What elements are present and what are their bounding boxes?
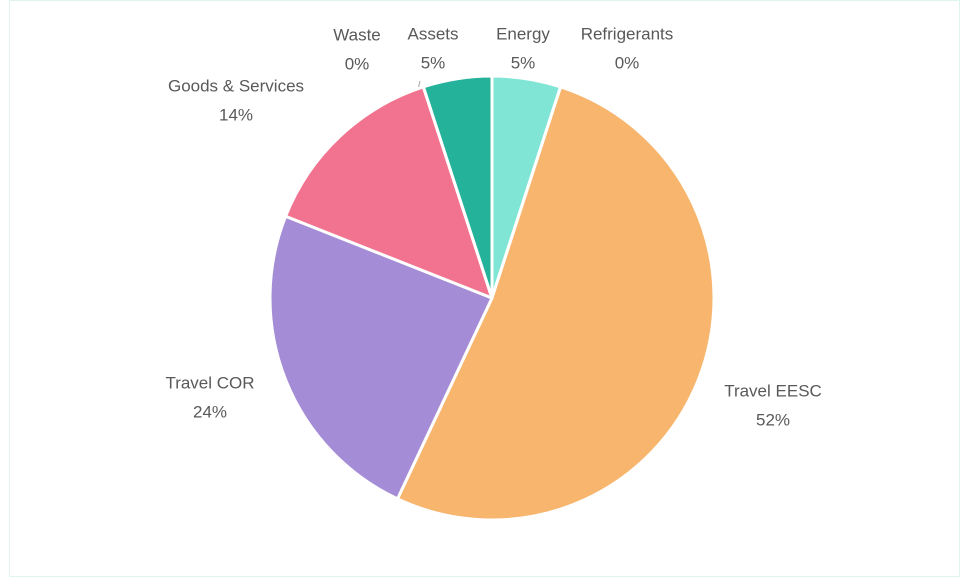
slice-value-label: 0% <box>615 53 640 72</box>
slice-value-label: 5% <box>421 53 446 72</box>
slice-value-label: 52% <box>756 410 790 429</box>
slice-value-label: 14% <box>219 105 253 124</box>
slice-label: Energy <box>496 24 550 43</box>
slice-label: Travel COR <box>165 373 254 392</box>
chart-frame <box>9 0 960 577</box>
slice-label: Goods & Services <box>168 76 304 95</box>
slice-value-label: 5% <box>511 53 536 72</box>
slice-value-label: 0% <box>345 54 370 73</box>
pie-slice <box>395 85 716 522</box>
pie-slice <box>268 214 494 501</box>
slice-label: Travel EESC <box>724 381 822 400</box>
pie-slice <box>421 74 494 300</box>
slice-label: Refrigerants <box>581 24 674 43</box>
slice-value-label: 24% <box>193 402 227 421</box>
slice-label: Assets <box>407 24 458 43</box>
slice-label: Waste <box>333 25 381 44</box>
